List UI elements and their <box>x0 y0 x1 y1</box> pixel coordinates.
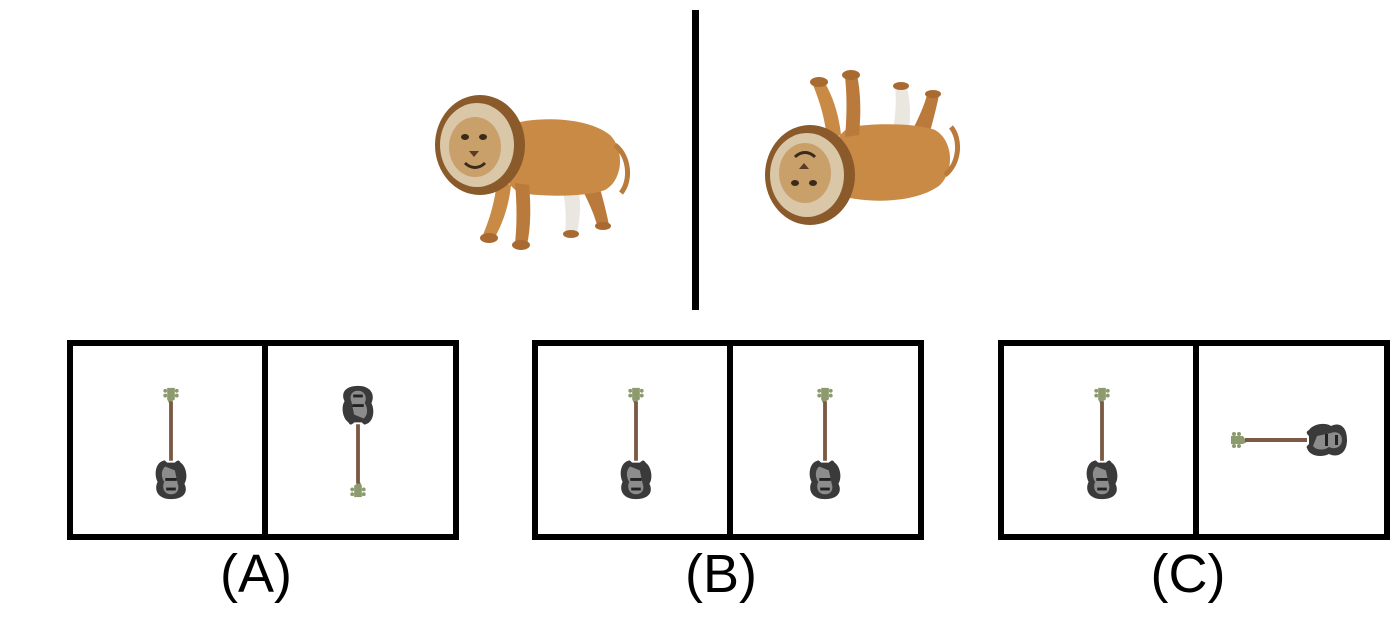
lion-upright-icon <box>425 85 635 255</box>
option-a-left-cell <box>73 346 262 534</box>
option-b-right-cell <box>733 346 918 534</box>
option-b-label: (B) <box>685 544 757 604</box>
bass-guitar-icon <box>1231 423 1347 456</box>
bass-guitar-icon <box>342 385 374 498</box>
option-a-divider <box>262 346 268 534</box>
option-a-right-cell <box>268 346 453 534</box>
option-c-box[interactable] <box>998 340 1390 540</box>
option-b-box[interactable] <box>532 340 924 540</box>
reference-divider <box>692 10 699 310</box>
option-c-label: (C) <box>1150 544 1226 604</box>
option-c-left-cell <box>1004 346 1193 534</box>
bass-guitar-icon <box>809 387 841 500</box>
option-a-box[interactable] <box>67 340 459 540</box>
option-b-left-cell <box>538 346 727 534</box>
option-b-divider <box>727 346 733 534</box>
option-a-label: (A) <box>220 544 292 604</box>
option-c-right-cell <box>1199 346 1384 534</box>
lion-rotated-icon <box>755 60 965 240</box>
bass-guitar-icon <box>620 387 652 500</box>
reference-lion-rotated <box>755 60 965 240</box>
reference-lion-upright <box>425 85 635 255</box>
bass-guitar-icon <box>1086 387 1118 500</box>
bass-guitar-icon <box>155 387 187 500</box>
option-c-divider <box>1193 346 1199 534</box>
